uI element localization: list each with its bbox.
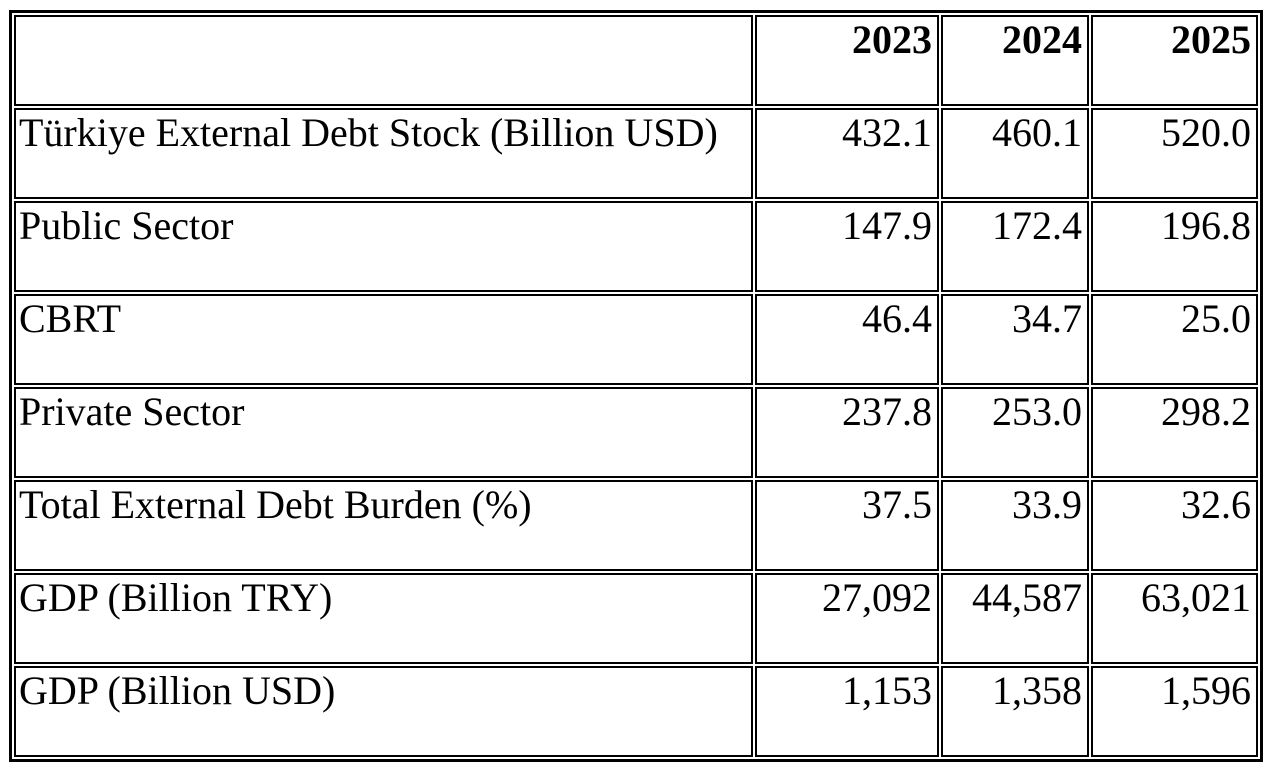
table-row-external-debt-stock: Türkiye External Debt Stock (Billion USD… [14,108,1258,199]
table-row-gdp-usd: GDP (Billion USD) 1,153 1,358 1,596 [14,666,1258,757]
cell-value-2023: 1,153 [755,666,939,757]
cell-value-2024: 253.0 [941,387,1089,478]
table-row-gdp-try: GDP (Billion TRY) 27,092 44,587 63,021 [14,573,1258,664]
cell-value-2024: 460.1 [941,108,1089,199]
table-row-cbrt: CBRT 46.4 34.7 25.0 [14,294,1258,385]
cell-value-2024: 1,358 [941,666,1089,757]
cell-value-2025: 32.6 [1091,480,1258,571]
row-label: Private Sector [14,387,753,478]
header-year-2025: 2025 [1091,15,1258,106]
cell-value-2024: 172.4 [941,201,1089,292]
external-debt-table: 2023 2024 2025 Türkiye External Debt Sto… [9,10,1263,762]
row-label: CBRT [14,294,753,385]
header-empty-cell [14,15,753,106]
table-row-public-sector: Public Sector 147.9 172.4 196.8 [14,201,1258,292]
cell-value-2023: 237.8 [755,387,939,478]
row-label: GDP (Billion TRY) [14,573,753,664]
cell-value-2025: 1,596 [1091,666,1258,757]
cell-value-2025: 520.0 [1091,108,1258,199]
cell-value-2023: 27,092 [755,573,939,664]
header-year-2023: 2023 [755,15,939,106]
cell-value-2024: 34.7 [941,294,1089,385]
cell-value-2025: 63,021 [1091,573,1258,664]
cell-value-2025: 25.0 [1091,294,1258,385]
cell-value-2025: 196.8 [1091,201,1258,292]
header-year-2024: 2024 [941,15,1089,106]
row-label: Türkiye External Debt Stock (Billion USD… [14,108,753,199]
cell-value-2023: 37.5 [755,480,939,571]
cell-value-2023: 46.4 [755,294,939,385]
cell-value-2023: 147.9 [755,201,939,292]
cell-value-2023: 432.1 [755,108,939,199]
cell-value-2024: 33.9 [941,480,1089,571]
table-row-private-sector: Private Sector 237.8 253.0 298.2 [14,387,1258,478]
cell-value-2024: 44,587 [941,573,1089,664]
row-label: Total External Debt Burden (%) [14,480,753,571]
row-label: GDP (Billion USD) [14,666,753,757]
header-row: 2023 2024 2025 [14,15,1258,106]
row-label: Public Sector [14,201,753,292]
cell-value-2025: 298.2 [1091,387,1258,478]
table-row-debt-burden: Total External Debt Burden (%) 37.5 33.9… [14,480,1258,571]
